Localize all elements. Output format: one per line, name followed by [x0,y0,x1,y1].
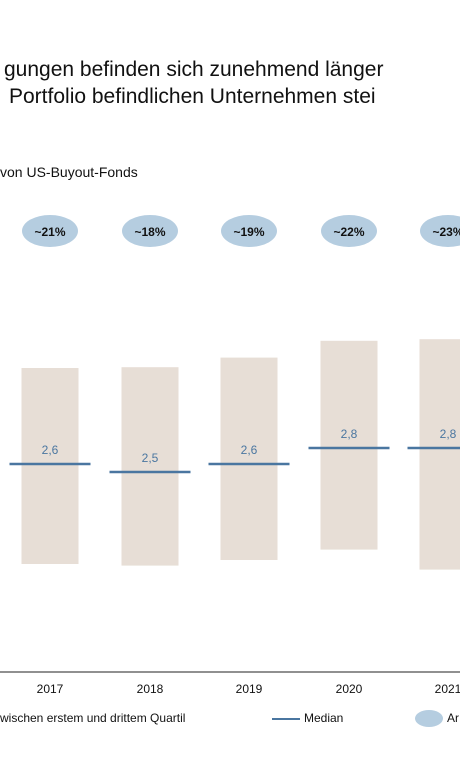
median-label-2021: 2,8 [440,427,457,441]
chart-title: gungen befinden sich zunehmend länger Po… [0,56,460,110]
pct-label-2020: ~22% [333,225,364,239]
x-tick-label-2017: 2017 [37,682,64,696]
range-bar-2017 [21,368,79,564]
median-label-2018: 2,5 [142,451,159,465]
legend-median-label: Median [304,711,344,725]
x-tick-label-2021: 2021 [435,682,460,696]
x-tick-label-2018: 2018 [137,682,164,696]
legend-bubble-swatch [415,710,443,727]
pct-label-2021: ~23% [432,225,460,239]
x-tick-label-2020: 2020 [336,682,363,696]
pct-bubble-2018 [122,215,178,247]
legend: wischen erstem und drittem Quartil Media… [0,709,460,729]
pct-bubble-2020 [321,215,377,247]
range-bar-2021 [419,339,460,570]
title-line-2: Portfolio befindlichen Unternehmen stei [9,85,376,108]
legend-range-label: wischen erstem und drittem Quartil [0,711,186,725]
title-line-1: gungen befinden sich zunehmend länger [4,58,384,81]
legend-bubble-label: Ar [447,711,459,725]
pct-bubble-2021 [420,215,460,247]
range-bar-2018 [121,367,179,566]
pct-label-2019: ~19% [233,225,264,239]
median-label-2019: 2,6 [241,443,258,457]
median-label-2017: 2,6 [42,443,59,457]
pct-label-2018: ~18% [134,225,165,239]
pct-bubble-2017 [22,215,78,247]
legend-median-swatch [272,718,300,720]
x-tick-label-2019: 2019 [236,682,263,696]
chart-subtitle: von US-Buyout-Fonds [0,164,138,180]
pct-label-2017: ~21% [34,225,65,239]
pct-bubble-2019 [221,215,277,247]
range-bar-2019 [220,357,278,560]
median-label-2020: 2,8 [341,427,358,441]
range-bar-2020 [320,340,378,550]
